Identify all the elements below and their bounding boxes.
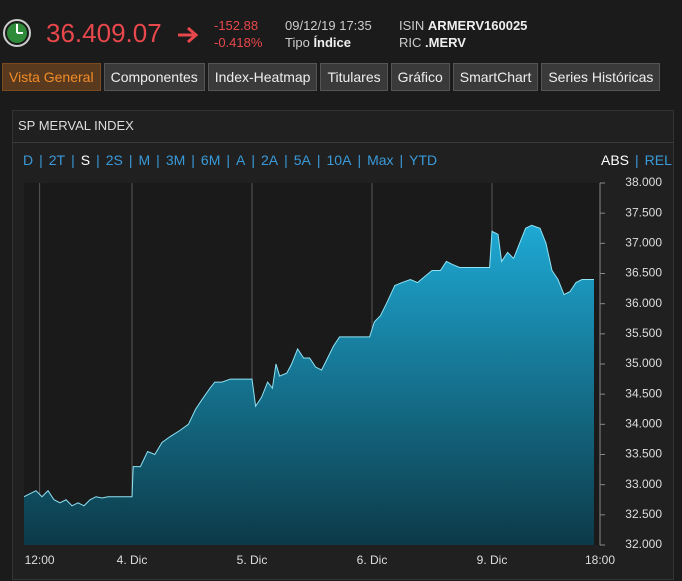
separator: |	[284, 152, 288, 168]
range-button[interactable]: YTD	[409, 152, 438, 168]
range-button[interactable]: A	[236, 152, 246, 168]
separator: |	[71, 152, 75, 168]
range-button[interactable]: 10A	[326, 152, 352, 168]
separator: |	[128, 152, 133, 168]
x-tick-label: 6. Dic	[357, 553, 388, 567]
x-tick-label: 9. Dic	[477, 553, 508, 567]
y-tick-label: 32.500	[625, 507, 662, 521]
tab-bar: Vista General Componentes Index-Heatmap Tit…	[2, 63, 661, 91]
type-value: Índice	[313, 35, 352, 50]
divider	[12, 142, 674, 143]
range-button[interactable]: REL	[644, 152, 672, 168]
tab[interactable]: Gráfico	[390, 63, 450, 91]
separator: |	[39, 152, 43, 168]
range-button[interactable]: 5A	[293, 152, 311, 168]
range-button[interactable]: S	[80, 152, 91, 168]
type-label: Tipo	[285, 35, 310, 50]
isin-value: ARMERV160025	[427, 18, 528, 33]
range-button[interactable]: M	[138, 152, 151, 168]
x-tick-label: 5. Dic	[237, 553, 268, 567]
range-button[interactable]: 2S	[105, 152, 123, 168]
change-pct: -0.418%	[214, 35, 263, 50]
y-tick-label: 33.500	[625, 447, 662, 461]
separator: |	[251, 152, 255, 168]
tab[interactable]: Componentes	[103, 63, 205, 91]
area	[24, 225, 594, 545]
range-button[interactable]: 2A	[260, 152, 279, 168]
separator: |	[96, 152, 100, 168]
tab[interactable]: Index-Heatmap	[207, 63, 318, 91]
separator: |	[316, 152, 321, 168]
ric-label: RIC	[399, 35, 422, 50]
separator: |	[226, 152, 230, 168]
x-tick-label: 12:00	[25, 553, 55, 567]
y-tick-label: 33.000	[625, 477, 662, 491]
range-button[interactable]: 3M	[165, 152, 186, 168]
ric: RIC .MERV	[399, 35, 466, 50]
y-tick-label: 34.500	[625, 386, 662, 400]
tab[interactable]: Series Históricas	[541, 63, 661, 91]
x-tick-label: 4. Dic	[117, 553, 148, 567]
y-tick-label: 37.500	[625, 205, 662, 219]
change: -152.88	[214, 18, 259, 33]
range-buttons: D | 2T | S | 2S | M | 3M | 6M | A | 2A | 5A | 10A | Max | YTD	[20, 152, 440, 168]
range-button[interactable]: ABS	[601, 152, 630, 168]
range-button[interactable]: D	[23, 152, 34, 168]
range-button[interactable]: Max	[367, 152, 394, 168]
tab[interactable]: Vista General	[2, 63, 101, 91]
y-tick-label: 36.500	[625, 266, 662, 280]
y-tick-label: 35.000	[625, 356, 662, 370]
y-tick-label: 36.000	[625, 296, 662, 310]
panel-title: SP MERVAL INDEX	[18, 118, 134, 133]
range-button[interactable]: 6M	[200, 152, 221, 168]
mode-buttons: ABS | REL	[598, 152, 675, 168]
isin: ISIN ARMERV160025	[399, 18, 527, 33]
x-tick-label: 18:00	[585, 553, 615, 567]
tab[interactable]: Titulares	[320, 63, 388, 91]
separator: |	[357, 152, 362, 168]
range-button[interactable]: 2T	[48, 152, 66, 168]
price: 36.409.07	[46, 18, 162, 48]
type: Tipo Índice	[285, 35, 351, 50]
isin-label: ISIN	[399, 18, 425, 33]
separator: |	[635, 152, 639, 168]
clock-icon	[3, 19, 31, 47]
line	[23, 224, 594, 507]
y-tick-label: 35.500	[625, 326, 662, 340]
y-tick-label: 38.000	[625, 175, 662, 189]
separator: |	[191, 152, 195, 168]
separator: |	[156, 152, 160, 168]
y-tick-label: 32.000	[625, 537, 662, 551]
separator: |	[399, 152, 404, 168]
tab[interactable]: SmartChart	[452, 63, 539, 91]
y-tick-label: 34.000	[625, 417, 662, 431]
datetime: 09/12/19 17:35	[285, 18, 372, 33]
y-tick-label: 37.000	[625, 236, 662, 250]
ric-value: .MERV	[425, 35, 466, 50]
